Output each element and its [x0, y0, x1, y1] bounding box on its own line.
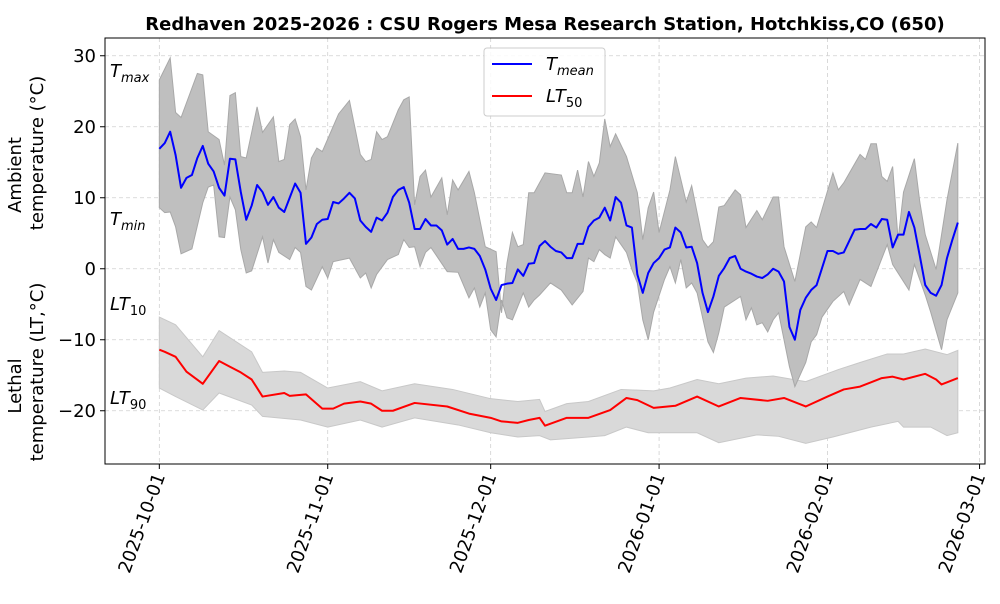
y-label-upper-line2: temperature (°C)	[27, 76, 48, 230]
tmean-line	[158, 130, 959, 341]
x-tick-label: 2025-11-01	[283, 471, 339, 576]
tmax-tmin-band	[158, 56, 959, 389]
legend-label-lt50: LT50	[546, 86, 582, 111]
chart-title: Redhaven 2025-2026 : CSU Rogers Mesa Res…	[145, 14, 944, 35]
y-tick-label: −10	[58, 330, 96, 351]
annotation-tmax: Tmax	[110, 61, 150, 86]
y-tick-label: 20	[73, 117, 96, 138]
y-label-lower-line2: temperature (LT,°C)	[27, 283, 48, 462]
annotation-tmin: Tmin	[110, 209, 146, 234]
y-tick-label: 30	[73, 46, 96, 67]
y-tick-label: 10	[73, 188, 96, 209]
lt10-lt90-band	[158, 316, 959, 444]
annotation-lt10: LT10	[110, 294, 146, 319]
legend-box	[483, 47, 606, 117]
y-label-lower: Lethal temperature (LT,°C)	[5, 283, 48, 462]
x-axis: 2025-10-01 2025-11-01 2025-12-01 2026-01-01…	[115, 464, 991, 576]
x-tick-label: 2025-12-01	[446, 471, 502, 576]
x-tick-label: 2026-02-01	[783, 471, 839, 576]
series-lines	[158, 130, 959, 427]
x-tick-label: 2026-01-01	[614, 471, 670, 576]
lt50-line	[158, 348, 959, 427]
x-tick-label: 2026-03-01	[935, 471, 991, 576]
y-tick-label: −20	[58, 401, 96, 422]
y-axis: 30 20 10 0 −10 −20	[58, 46, 105, 422]
y-label-lower-line1: Lethal	[5, 358, 26, 413]
y-label-upper: Ambient temperature (°C)	[5, 76, 48, 230]
annotation-lt90: LT90	[110, 388, 146, 413]
x-tick-label: 2025-10-01	[115, 471, 171, 576]
y-tick-label: 0	[85, 259, 96, 280]
plot-frame	[104, 37, 986, 465]
bands	[158, 56, 959, 444]
legend: Tmean LT50	[483, 47, 606, 117]
y-label-upper-line1: Ambient	[5, 137, 26, 213]
legend-label-tmean: Tmean	[546, 54, 594, 79]
